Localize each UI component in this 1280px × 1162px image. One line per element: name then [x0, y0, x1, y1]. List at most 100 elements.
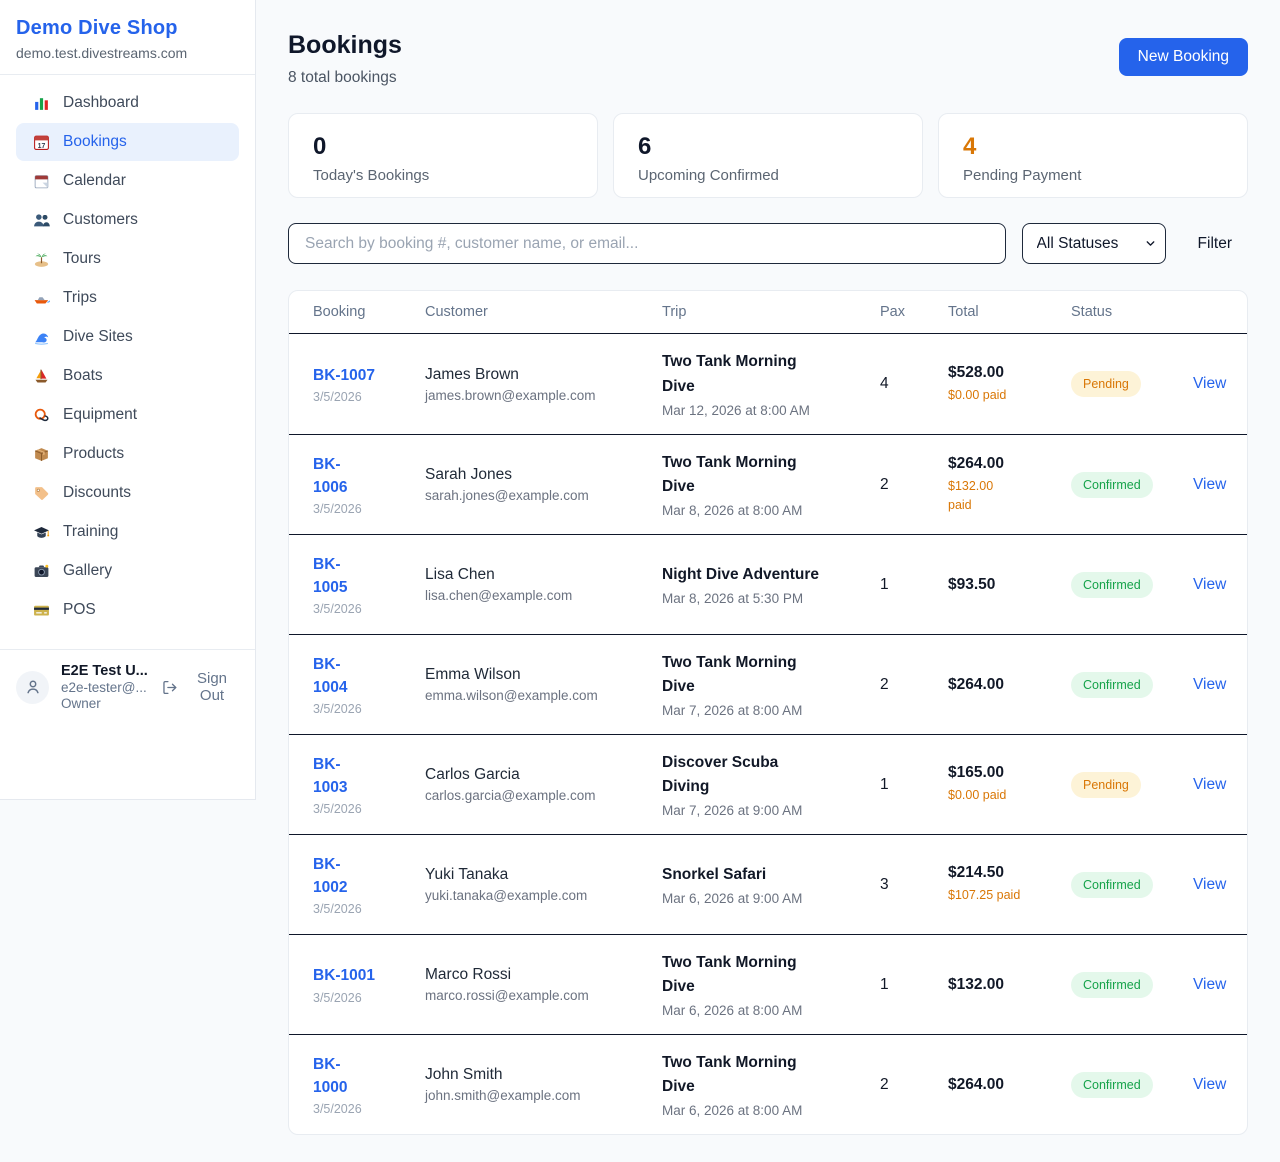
user-email: e2e-tester@... [61, 680, 147, 695]
new-booking-button[interactable]: New Booking [1118, 38, 1248, 76]
sidebar-item-label: Calendar [63, 172, 126, 189]
speedboat-icon [32, 289, 50, 307]
sidebar-item-label: Boats [63, 367, 103, 384]
sidebar-item-label: Tours [63, 250, 101, 267]
pax-cell: 2 [880, 475, 889, 493]
booking-number-link[interactable]: BK- 1000 [313, 1055, 348, 1096]
booking-cell: BK-1001 3/5/2026 [313, 964, 425, 1004]
actions-cell: View [1193, 876, 1226, 894]
booking-number-link[interactable]: BK- 1005 [313, 555, 348, 596]
column-header-booking: Booking [313, 304, 366, 320]
customer-email: yuki.tanaka@example.com [425, 888, 588, 903]
table-row: BK-1001 3/5/2026 Marco Rossi marco.rossi… [289, 934, 1247, 1034]
shop-name: Demo Dive Shop [16, 17, 178, 39]
status-filter-select[interactable]: All Statuses [1021, 223, 1166, 264]
customer-email: carlos.garcia@example.com [425, 788, 596, 803]
customer-name: Carlos Garcia [425, 766, 520, 783]
stat-value: 4 [963, 133, 977, 160]
view-link[interactable]: View [1193, 1075, 1227, 1093]
table-row: BK- 1004 3/5/2026 Emma Wilson emma.wilso… [289, 634, 1247, 734]
actions-cell: View [1193, 576, 1226, 594]
booking-cell: BK- 1002 3/5/2026 [313, 853, 425, 917]
booking-number-link[interactable]: BK- 1002 [313, 855, 348, 896]
trip-name: Discover Scuba Diving [662, 753, 779, 795]
total-amount: $214.50 [948, 864, 1005, 882]
filter-button[interactable]: Filter [1182, 235, 1248, 253]
sidebar-item-bookings[interactable]: 17 Bookings [16, 123, 239, 161]
pax-cell: 2 [880, 675, 889, 693]
view-link[interactable]: View [1193, 475, 1227, 493]
sign-out-button[interactable]: Sign Out [162, 670, 239, 704]
shop-header: Demo Dive Shop demo.test.divestreams.com [0, 0, 255, 75]
table-row: BK- 1000 3/5/2026 John Smith john.smith@… [289, 1034, 1247, 1134]
total-cell: $165.00 $0.00 paid [948, 764, 1071, 804]
actions-cell: View [1193, 1076, 1226, 1094]
trip-name: Two Tank Morning Dive [662, 953, 797, 995]
stat-label: Upcoming Confirmed [638, 167, 779, 184]
sidebar-item-label: Trips [63, 289, 97, 306]
stat-label: Pending Payment [963, 167, 1082, 184]
trip-datetime: Mar 7, 2026 at 8:00 AM [662, 703, 803, 719]
total-amount: $264.00 [948, 1075, 1005, 1093]
sidebar-item-dive-sites[interactable]: Dive Sites [16, 318, 239, 356]
sidebar-item-discounts[interactable]: Discounts [16, 474, 239, 512]
wave-icon [32, 328, 50, 346]
view-link[interactable]: View [1193, 575, 1227, 593]
sidebar-item-boats[interactable]: Boats [16, 357, 239, 395]
customer-name: James Brown [425, 365, 519, 383]
booking-number-link[interactable]: BK- 1004 [313, 655, 348, 696]
booking-date: 3/5/2026 [313, 902, 362, 917]
view-link[interactable]: View [1193, 675, 1227, 693]
table-body: BK-1007 3/5/2026 James Brown james.brown… [289, 334, 1247, 1134]
status-badge: Confirmed [1071, 571, 1153, 598]
customer-name: Yuki Tanaka [425, 866, 509, 883]
booking-number-link[interactable]: BK- 1003 [313, 755, 348, 796]
paid-amount: $107.25 paid [948, 888, 1021, 903]
view-link[interactable]: View [1193, 875, 1227, 893]
customer-email: james.brown@example.com [425, 387, 596, 403]
trip-datetime: Mar 7, 2026 at 9:00 AM [662, 803, 803, 819]
trip-cell: Two Tank Morning Dive Mar 7, 2026 at 8:0… [662, 651, 880, 718]
pax-cell: 2 [880, 1075, 889, 1093]
sidebar-item-trips[interactable]: Trips [16, 279, 239, 317]
booking-number-link[interactable]: BK-1007 [313, 366, 376, 384]
total-amount: $132.00 [948, 975, 1005, 993]
sidebar-item-tours[interactable]: Tours [16, 240, 239, 278]
sidebar-item-gallery[interactable]: Gallery [16, 552, 239, 590]
shop-domain: demo.test.divestreams.com [16, 45, 188, 61]
sidebar-item-equipment[interactable]: Equipment [16, 396, 239, 434]
camera-icon [32, 562, 50, 580]
search-input[interactable] [288, 223, 1006, 264]
actions-cell: View [1193, 375, 1226, 393]
status-cell: Pending [1071, 771, 1193, 798]
status-badge: Pending [1071, 771, 1141, 798]
status-cell: Confirmed [1071, 871, 1193, 898]
booking-number-link[interactable]: BK- 1006 [313, 455, 348, 496]
status-cell: Confirmed [1071, 471, 1193, 498]
actions-cell: View [1193, 776, 1226, 794]
view-link[interactable]: View [1193, 975, 1227, 993]
sidebar-item-products[interactable]: Products [16, 435, 239, 473]
stat-value: 6 [638, 133, 652, 160]
pax-cell: 1 [880, 775, 889, 793]
sidebar-item-training[interactable]: Training [16, 513, 239, 551]
sidebar-item-label: Gallery [63, 562, 113, 579]
booking-cell: BK- 1004 3/5/2026 [313, 653, 425, 717]
pax-cell: 1 [880, 575, 889, 593]
status-badge: Confirmed [1071, 871, 1153, 898]
trip-cell: Night Dive Adventure Mar 8, 2026 at 5:30… [662, 563, 880, 606]
status-filter-wrap: All Statuses [1021, 223, 1166, 264]
booking-cell: BK- 1006 3/5/2026 [313, 453, 425, 517]
status-cell: Confirmed [1071, 971, 1193, 998]
sidebar-item-dashboard[interactable]: Dashboard [16, 84, 239, 122]
view-link[interactable]: View [1193, 375, 1227, 392]
view-link[interactable]: View [1193, 775, 1227, 793]
customer-email: sarah.jones@example.com [425, 488, 589, 503]
pax-cell: 1 [880, 975, 889, 993]
sidebar-item-calendar[interactable]: Calendar [16, 162, 239, 200]
sidebar-item-customers[interactable]: Customers [16, 201, 239, 239]
sidebar-item-pos[interactable]: POS [16, 591, 239, 629]
total-cell: $132.00 [948, 976, 1071, 994]
booking-number-link[interactable]: BK-1001 [313, 967, 376, 985]
trip-name: Two Tank Morning Dive [662, 353, 797, 395]
